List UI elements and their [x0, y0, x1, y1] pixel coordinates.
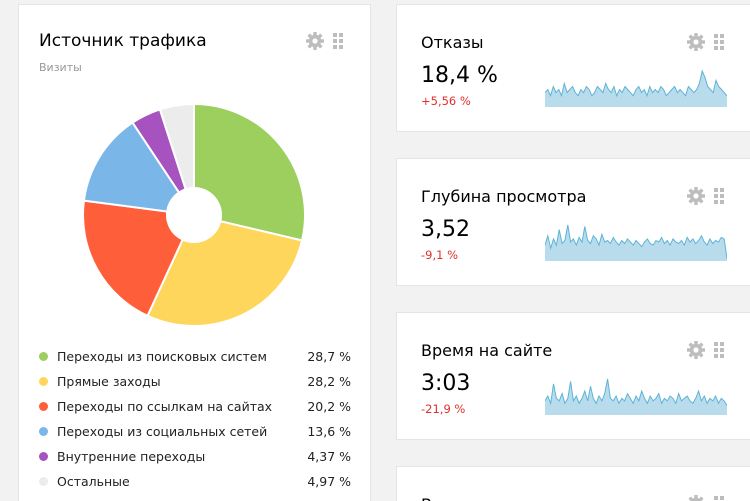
- pie-slice-4[interactable]: [82, 121, 197, 217]
- drag-grip-icon[interactable]: [712, 186, 726, 206]
- legend-color-dot: [39, 452, 48, 461]
- sparkline-line: [545, 224, 727, 260]
- widget-tools: [686, 186, 726, 206]
- metric-change: -9,1 %: [421, 248, 459, 262]
- gear-icon[interactable]: [686, 32, 706, 52]
- metric-title: Возраст: [421, 495, 488, 501]
- legend-label: Переходы по ссылкам на сайтах: [57, 399, 273, 414]
- sparkline-line: [545, 69, 727, 98]
- widget-tools: [686, 32, 726, 52]
- legend-value: 28,2 %: [307, 374, 351, 389]
- legend-value: 13,6 %: [307, 424, 351, 439]
- traffic-pie-chart: [82, 102, 306, 327]
- pie-slice-6[interactable]: [158, 102, 195, 216]
- metric-value: 3,52: [421, 217, 470, 242]
- gear-icon[interactable]: [686, 186, 706, 206]
- legend-item[interactable]: Переходы из социальных сетей 13,6 %: [39, 419, 351, 444]
- sparkline-area: [545, 71, 727, 107]
- legend-item[interactable]: Прямые заходы 28,2 %: [39, 369, 351, 394]
- drag-grip-icon[interactable]: [712, 32, 726, 52]
- legend-value: 28,7 %: [307, 349, 351, 364]
- sparkline-area: [545, 225, 727, 261]
- pie-slice-1[interactable]: [193, 102, 306, 242]
- metric-title: Время на сайте: [421, 341, 553, 360]
- gear-icon[interactable]: [686, 340, 706, 360]
- legend-value: 20,2 %: [307, 399, 351, 414]
- pie-slice-2[interactable]: [146, 213, 304, 327]
- traffic-source-widget: Источник трафика Визиты Переходы из поис…: [18, 4, 371, 501]
- legend-color-dot: [39, 427, 48, 436]
- widget-tools: [305, 31, 345, 51]
- drag-grip-icon[interactable]: [712, 494, 726, 501]
- metric-widget: Время на сайте 3:03 -21,9 %: [396, 312, 750, 440]
- widget-subtitle: Визиты: [39, 61, 82, 74]
- legend-item[interactable]: Переходы из поисковых систем 28,7 %: [39, 344, 351, 369]
- legend-value: 4,97 %: [307, 474, 351, 489]
- metric-sparkline: [545, 69, 727, 107]
- metric-change: -21,9 %: [421, 402, 466, 416]
- legend-color-dot: [39, 377, 48, 386]
- legend-label: Прямые заходы: [57, 374, 161, 389]
- gear-icon[interactable]: [686, 494, 706, 501]
- drag-grip-icon[interactable]: [331, 31, 345, 51]
- metric-widget: Отказы 18,4 % +5,56 %: [396, 4, 750, 132]
- legend-label: Переходы из поисковых систем: [57, 349, 267, 364]
- legend-item[interactable]: Внутренние переходы 4,37 %: [39, 444, 351, 469]
- chart-legend: Переходы из поисковых систем 28,7 % Прямые…: [39, 344, 351, 494]
- pie-slice-3[interactable]: [82, 199, 196, 318]
- legend-color-dot: [39, 352, 48, 361]
- widget-title: Источник трафика: [39, 31, 207, 51]
- metric-change: +5,56 %: [421, 94, 471, 108]
- metric-title: Отказы: [421, 33, 484, 52]
- gear-icon[interactable]: [305, 31, 325, 51]
- widget-tools: [686, 494, 726, 501]
- legend-label: Переходы из социальных сетей: [57, 424, 268, 439]
- legend-label: Остальные: [57, 474, 130, 489]
- metric-value: 18,4 %: [421, 63, 498, 88]
- legend-color-dot: [39, 477, 48, 486]
- metric-widget: Возраст: [396, 466, 750, 501]
- metric-title: Глубина просмотра: [421, 187, 587, 206]
- metric-sparkline: [545, 224, 727, 261]
- legend-label: Внутренние переходы: [57, 449, 206, 464]
- legend-item[interactable]: Остальные 4,97 %: [39, 469, 351, 494]
- metric-value: 3:03: [421, 371, 471, 396]
- legend-color-dot: [39, 402, 48, 411]
- legend-item[interactable]: Переходы по ссылкам на сайтах 20,2 %: [39, 394, 351, 419]
- metric-widget: Глубина просмотра 3,52 -9,1 %: [396, 158, 750, 286]
- drag-grip-icon[interactable]: [712, 340, 726, 360]
- legend-value: 4,37 %: [307, 449, 351, 464]
- widget-tools: [686, 340, 726, 360]
- donut-hole: [166, 187, 222, 243]
- sparkline-line: [545, 378, 727, 406]
- metric-sparkline: [545, 378, 727, 415]
